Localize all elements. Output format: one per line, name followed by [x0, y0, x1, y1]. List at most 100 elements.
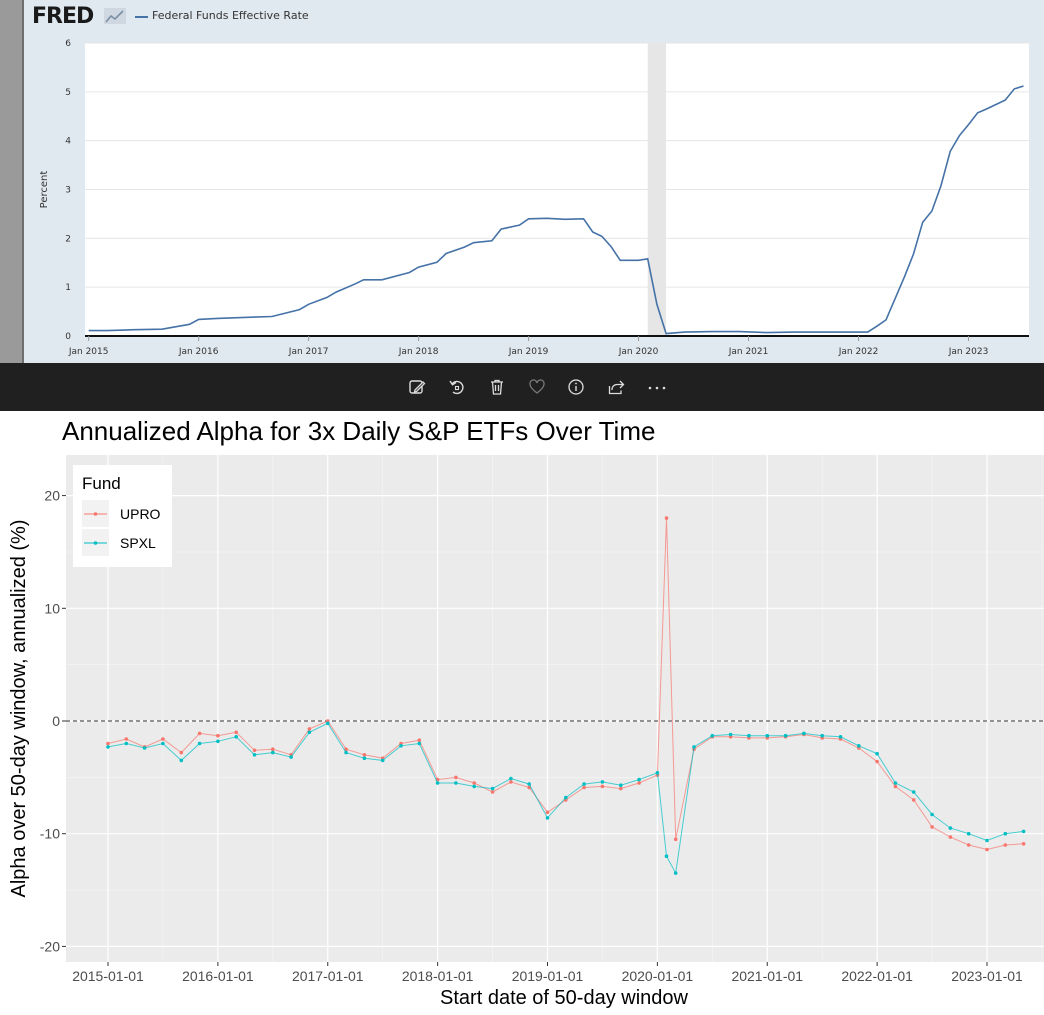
- data-point: [985, 847, 989, 852]
- data-point: [600, 784, 605, 789]
- data-point: [106, 745, 110, 749]
- x-tick-label: Jan 2016: [178, 347, 219, 357]
- share-button[interactable]: [604, 375, 628, 399]
- edit-icon: [409, 380, 426, 394]
- delete-button[interactable]: [485, 375, 509, 399]
- data-point: [637, 781, 641, 785]
- x-tick-label: Jan 2021: [728, 347, 769, 357]
- x-tick-label: Jan 2017: [288, 347, 329, 357]
- data-point: [234, 730, 238, 735]
- data-point: [197, 731, 202, 736]
- data-point: [765, 733, 770, 738]
- data-point: [362, 756, 367, 760]
- data-point: [673, 871, 678, 875]
- series-line: [88, 85, 1024, 335]
- data-point: [161, 741, 165, 746]
- data-point: [1003, 831, 1008, 836]
- x-tick-label: Jan 2018: [398, 347, 439, 357]
- data-point: [417, 741, 422, 746]
- data-point: [930, 825, 934, 829]
- data-point: [857, 744, 861, 748]
- data-point: [985, 838, 989, 843]
- y-tick-label: 4: [65, 137, 71, 147]
- legend-key-point: [93, 512, 98, 516]
- y-tick-label: 0: [52, 713, 60, 729]
- data-point: [875, 759, 879, 764]
- data-point: [582, 782, 586, 786]
- data-point: [124, 741, 129, 746]
- data-point: [124, 737, 129, 741]
- data-point: [344, 750, 348, 755]
- y-tick-label: 10: [44, 600, 60, 616]
- x-axis-title: Start date of 50-day window: [440, 987, 688, 1009]
- data-point: [655, 771, 660, 775]
- trash-icon: [491, 379, 503, 395]
- chart-logo-icon: [104, 8, 126, 24]
- data-point: [619, 786, 623, 791]
- x-tick-label: Jan 2023: [948, 347, 989, 357]
- x-tick-label: 2019-01-01: [512, 968, 584, 984]
- y-tick-label: -10: [40, 826, 60, 842]
- data-point: [252, 753, 257, 757]
- data-point: [1021, 842, 1026, 846]
- favorite-button[interactable]: [525, 375, 549, 399]
- x-tick-label: 2015-01-01: [72, 968, 144, 984]
- data-point: [600, 780, 605, 784]
- x-tick-label: 2018-01-01: [402, 968, 474, 984]
- y-axis-title: Percent: [39, 171, 50, 209]
- data-point: [380, 758, 385, 763]
- y-tick-label: 0: [65, 332, 71, 342]
- rotate-button[interactable]: [445, 375, 469, 399]
- x-tick-label: Jan 2020: [618, 347, 659, 357]
- data-point: [1021, 829, 1026, 834]
- y-tick-label: 5: [65, 88, 71, 98]
- data-point: [326, 721, 330, 726]
- data-point: [664, 854, 669, 858]
- data-point: [582, 785, 586, 790]
- y-tick-label: -20: [40, 938, 60, 954]
- data-point: [454, 781, 458, 785]
- info-button[interactable]: [564, 375, 588, 399]
- data-point: [271, 750, 275, 755]
- data-point: [179, 750, 184, 755]
- edit-image-button[interactable]: [405, 375, 429, 399]
- data-point: [161, 737, 165, 741]
- data-point: [619, 783, 623, 787]
- x-tick-label: 2021-01-01: [731, 968, 803, 984]
- data-point: [747, 733, 751, 738]
- data-point: [362, 753, 367, 757]
- x-tick-label: Jan 2015: [68, 347, 109, 357]
- data-point: [490, 786, 495, 791]
- data-point: [545, 816, 550, 820]
- data-point: [527, 782, 531, 786]
- data-point: [893, 781, 898, 785]
- legend-label: SPXL: [120, 535, 156, 551]
- data-point: [710, 733, 715, 738]
- data-point: [728, 732, 733, 737]
- data-point: [802, 731, 806, 736]
- plot-panel: [66, 455, 1044, 962]
- data-point: [106, 741, 110, 746]
- more-icon: [648, 386, 666, 390]
- x-tick-label: Jan 2022: [838, 347, 879, 357]
- legend-title: Fund: [82, 474, 121, 493]
- x-tick-label: 2017-01-01: [292, 968, 364, 984]
- share-icon: [608, 380, 625, 395]
- data-point: [216, 733, 220, 738]
- data-point: [472, 784, 477, 789]
- data-point: [216, 739, 220, 744]
- x-tick-label: Jan 2019: [508, 347, 549, 357]
- data-point: [948, 826, 953, 830]
- rotate-icon: [449, 380, 464, 395]
- chart-title: Annualized Alpha for 3x Daily S&P ETFs O…: [62, 416, 655, 446]
- image-viewer-toolbar: [0, 363, 1044, 411]
- more-options-button[interactable]: [645, 375, 669, 399]
- y-tick-label: 20: [44, 488, 60, 504]
- data-point: [289, 755, 293, 759]
- fred-line-chart: 0 1 2 3 4 5 6 Jan 2015 Jan 2016 Jan 2017 Jan 2018 J…: [39, 39, 1029, 357]
- data-point: [664, 516, 669, 520]
- data-point: [893, 784, 898, 789]
- data-point: [820, 733, 824, 738]
- y-tick-label: 2: [65, 234, 71, 244]
- x-tick-label: 2023-01-01: [951, 968, 1023, 984]
